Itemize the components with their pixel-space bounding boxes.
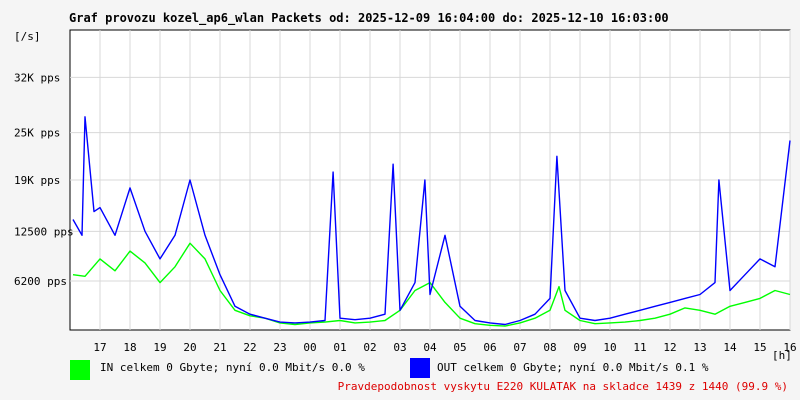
footnote: Pravdepodobnost vyskytu E220 KULATAK na …: [337, 380, 788, 393]
x-tick-label: 22: [243, 341, 256, 354]
y-tick-label: 32K pps: [14, 71, 60, 84]
x-tick-label: 01: [333, 341, 346, 354]
x-tick-label: 16: [783, 341, 796, 354]
y-tick-label: 12500 pps: [14, 225, 74, 238]
x-tick-label: 10: [603, 341, 616, 354]
x-tick-label: 15: [753, 341, 766, 354]
x-tick-label: 18: [123, 341, 136, 354]
x-tick-label: 04: [423, 341, 437, 354]
x-tick-label: 13: [693, 341, 706, 354]
series-line-out: [72, 116, 791, 326]
y-tick-label: 25K pps: [14, 127, 60, 140]
x-tick-label: 21: [213, 341, 226, 354]
series-layer: [72, 116, 791, 327]
chart-title: Graf provozu kozel_ap6_wlan Packets od: …: [69, 11, 669, 25]
x-tick-labels: 17 18 19 20 21 22 23 00 01 02 03 04 05 06 07 08 09 10 11 12…: [93, 341, 796, 354]
x-tick-label: 03: [393, 341, 406, 354]
legend-out-swatch: [410, 358, 430, 378]
x-tick-label: 08: [543, 341, 556, 354]
x-tick-label: 12: [663, 341, 676, 354]
x-tick-label: 19: [153, 341, 166, 354]
legend-in-text: IN celkem 0 Gbyte; nyní 0.0 Mbit/s 0.0 %: [100, 361, 365, 374]
y-tick-label: 19K pps: [14, 174, 60, 187]
x-tick-label: 09: [573, 341, 586, 354]
x-tick-label: 20: [183, 341, 196, 354]
series-line-in: [72, 242, 791, 327]
x-tick-label: 07: [513, 341, 526, 354]
x-tick-label: 06: [483, 341, 496, 354]
x-tick-label: 00: [303, 341, 316, 354]
x-tick-label: 14: [723, 341, 737, 354]
x-tick-label: 17: [93, 341, 106, 354]
legend-out-text: OUT celkem 0 Gbyte; nyní 0.0 Mbit/s 0.1 …: [437, 361, 709, 374]
x-tick-label: 02: [363, 341, 376, 354]
y-tick-label: 6200 pps: [14, 275, 67, 288]
y-tick-labels: 6200 pps 12500 pps 19K pps 25K pps 32K pps: [14, 71, 74, 288]
x-tick-label: 05: [453, 341, 466, 354]
x-axis-unit: [h]: [772, 349, 792, 362]
x-tick-label: 11: [633, 341, 646, 354]
x-tick-label: 23: [273, 341, 286, 354]
y-axis-unit: [/s]: [14, 30, 41, 43]
legend-in-swatch: [70, 360, 90, 380]
